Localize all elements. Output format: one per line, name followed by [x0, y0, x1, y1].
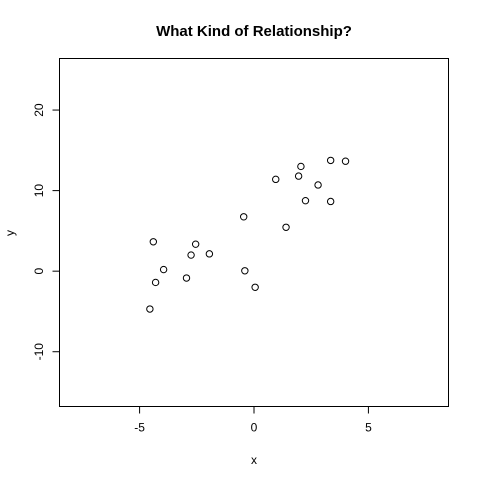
data-point	[326, 197, 335, 206]
x-tick-label: 0	[251, 421, 258, 435]
data-point	[272, 175, 280, 184]
data-point	[326, 156, 335, 165]
data-point	[301, 196, 310, 205]
x-tick-label: -5	[134, 421, 145, 435]
y-tick-label: 20	[32, 103, 46, 117]
data-point	[205, 250, 214, 258]
data-point	[251, 283, 259, 291]
data-point	[314, 181, 322, 189]
x-axis-label: x	[251, 453, 257, 467]
data-point	[187, 251, 195, 259]
plot-area	[59, 58, 449, 407]
data-point	[151, 278, 160, 287]
y-tick-label: 0	[32, 268, 46, 275]
data-points	[146, 156, 350, 313]
data-point	[341, 157, 350, 165]
data-point	[149, 238, 158, 246]
data-point	[146, 305, 154, 313]
data-point	[294, 172, 303, 180]
data-point	[240, 213, 248, 221]
data-point	[159, 265, 168, 274]
x-tick-label: 5	[365, 421, 372, 435]
y-tick-label: -10	[32, 343, 46, 361]
y-axis: -10 0 10 20	[32, 103, 60, 360]
data-point	[297, 162, 305, 171]
data-point	[241, 267, 249, 275]
x-axis: -5 0 5	[134, 406, 372, 435]
chart-title: What Kind of Relationship?	[156, 23, 352, 40]
data-point	[191, 240, 200, 248]
y-tick-label: 10	[32, 184, 46, 198]
data-point	[282, 223, 290, 231]
data-point	[182, 274, 191, 282]
y-axis-label: y	[3, 230, 17, 236]
